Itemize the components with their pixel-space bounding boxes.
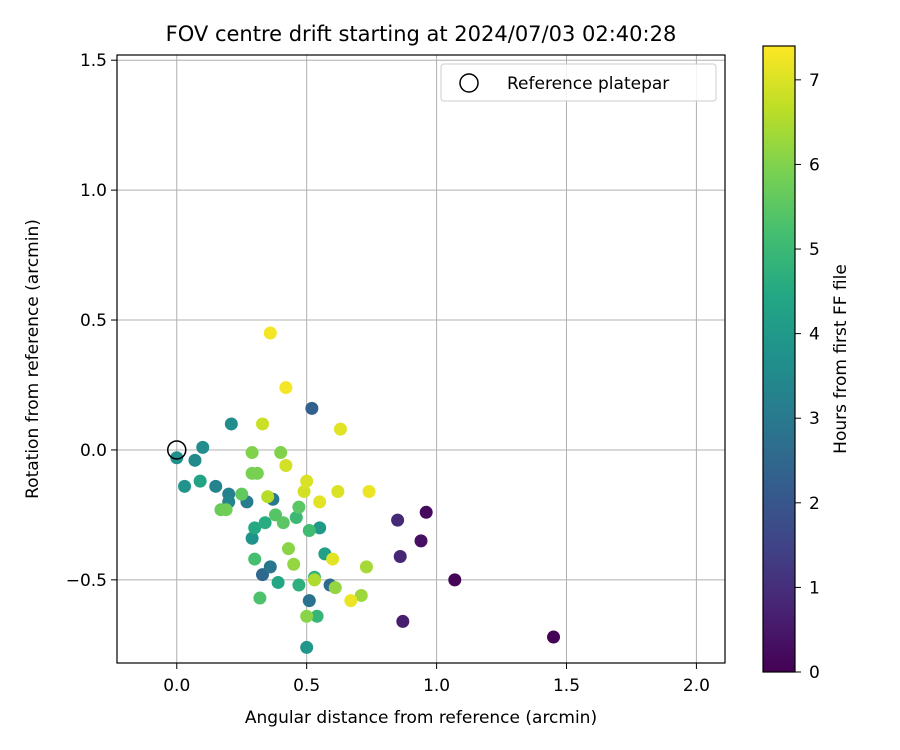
- data-point: [258, 516, 272, 530]
- data-point: [263, 560, 277, 574]
- data-point: [305, 401, 319, 415]
- data-point: [344, 594, 358, 608]
- data-point: [362, 485, 376, 499]
- data-point: [245, 531, 259, 545]
- x-tick-label: 1.0: [423, 676, 450, 696]
- data-point: [274, 446, 288, 460]
- data-point: [414, 534, 428, 548]
- data-point: [279, 381, 293, 395]
- chart-title: FOV centre drift starting at 2024/07/03 …: [166, 22, 677, 46]
- data-point: [196, 440, 210, 454]
- data-point: [310, 609, 324, 623]
- colorbar-ticks: 0 1 2 3 4 5 6 7: [795, 71, 820, 683]
- data-point: [235, 487, 249, 501]
- x-tick-label: 2.0: [683, 676, 710, 696]
- data-point: [300, 474, 314, 488]
- data-point: [248, 521, 262, 535]
- data-point: [313, 521, 327, 535]
- data-point: [289, 510, 303, 524]
- colorbar-tick-label: 5: [809, 240, 820, 260]
- data-point: [170, 451, 184, 465]
- data-point: [224, 417, 238, 431]
- y-tick-label: 0.0: [80, 441, 107, 461]
- data-point: [279, 459, 293, 473]
- data-point: [292, 500, 306, 514]
- data-point: [547, 630, 561, 644]
- y-tick-label: 1.5: [80, 51, 107, 71]
- data-point: [287, 557, 301, 571]
- y-axis: −0.5 0.0 0.5 1.0 1.5: [66, 51, 117, 591]
- data-point: [302, 594, 316, 608]
- legend-box: [440, 63, 717, 102]
- data-point: [326, 552, 340, 566]
- grid: [117, 55, 725, 663]
- data-point: [263, 326, 277, 340]
- data-point: [331, 485, 345, 499]
- data-point: [391, 513, 405, 527]
- data-point: [250, 466, 264, 480]
- data-point: [292, 578, 306, 592]
- legend: Reference platepar: [440, 63, 717, 102]
- colorbar-tick-label: 0: [809, 663, 820, 683]
- data-point: [300, 609, 314, 623]
- legend-entry-reference: Reference platepar: [507, 74, 669, 94]
- plot-background: [117, 55, 725, 663]
- data-point: [245, 446, 259, 460]
- data-point: [193, 474, 207, 488]
- y-tick-label: 1.0: [80, 181, 107, 201]
- data-point: [419, 505, 433, 519]
- legend-marker-icon: [459, 73, 479, 93]
- data-point: [354, 588, 368, 602]
- plot-frame: [116, 54, 726, 664]
- colorbar-tick-label: 4: [809, 325, 820, 345]
- data-point: [328, 581, 342, 595]
- data-point: [178, 479, 192, 493]
- data-point: [307, 573, 321, 587]
- x-tick-label: 1.5: [553, 676, 580, 696]
- colorbar-label: Hours from first FF file: [831, 264, 851, 454]
- x-axis-label: Angular distance from reference (arcmin): [245, 708, 597, 728]
- y-tick-label: −0.5: [66, 571, 107, 591]
- data-point: [393, 549, 407, 563]
- data-point: [302, 523, 316, 537]
- data-point: [261, 490, 275, 504]
- colorbar-tick-label: 7: [809, 71, 820, 91]
- data-point: [256, 417, 270, 431]
- colorbar-tick-label: 1: [809, 578, 820, 598]
- x-axis: 0.0 0.5 1.0 1.5 2.0: [163, 663, 710, 696]
- reference-point: [167, 440, 187, 460]
- colorbar-tick-label: 3: [809, 409, 820, 429]
- data-point: [448, 573, 462, 587]
- data-point: [297, 485, 311, 499]
- data-point: [219, 503, 233, 517]
- data-point: [333, 422, 347, 436]
- data-point: [271, 575, 285, 589]
- data-point: [188, 453, 202, 467]
- x-tick-label: 0.0: [163, 676, 190, 696]
- data-point: [396, 614, 410, 628]
- colorbar-gradient: [762, 45, 796, 673]
- plot-area: [116, 54, 726, 664]
- colorbar-tick-label: 2: [809, 494, 820, 514]
- x-tick-label: 0.5: [293, 676, 320, 696]
- data-point: [359, 560, 373, 574]
- colorbar-tick-label: 6: [809, 155, 820, 175]
- data-point: [209, 479, 223, 493]
- data-point: [253, 591, 267, 605]
- y-tick-label: 0.5: [80, 311, 107, 331]
- data-point: [248, 552, 262, 566]
- data-point: [313, 495, 327, 509]
- data-point: [276, 516, 290, 530]
- data-points: [170, 326, 561, 654]
- data-point: [300, 640, 314, 654]
- colorbar: 0 1 2 3 4 5 6 7 Hours from first FF file: [762, 45, 851, 683]
- data-point: [281, 542, 295, 556]
- y-axis-label: Rotation from reference (arcmin): [23, 219, 43, 499]
